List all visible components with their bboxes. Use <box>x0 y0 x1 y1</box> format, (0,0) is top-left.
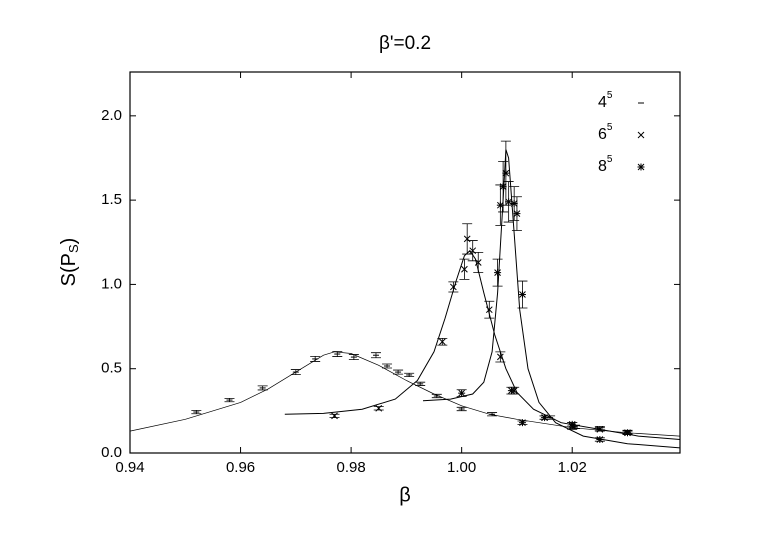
marker-part <box>496 353 504 361</box>
fit-curve <box>422 149 681 449</box>
marker <box>458 389 466 397</box>
x-tick-label: 1.00 <box>447 459 476 476</box>
marker <box>596 426 604 433</box>
legend-power: 5 <box>607 122 613 133</box>
x-tick-label: 0.96 <box>226 459 255 476</box>
marker <box>375 404 383 412</box>
marker <box>518 291 526 299</box>
marker <box>438 338 446 346</box>
marker-part <box>474 259 482 266</box>
y-label-part: ) <box>58 238 80 245</box>
chart-title: β'=0.2 <box>379 33 431 54</box>
marker <box>513 210 521 218</box>
marker-part <box>637 131 645 139</box>
marker-part <box>463 235 471 243</box>
marker-part <box>375 404 383 412</box>
marker <box>450 283 457 291</box>
marker <box>541 414 549 422</box>
x-tick-label: 0.94 <box>115 459 144 476</box>
marker <box>568 420 576 428</box>
legend-label: 45 <box>598 90 613 112</box>
marker-part <box>461 265 468 273</box>
y-tick-label: 2.0 <box>101 107 122 124</box>
y-label-sub: S <box>66 244 81 253</box>
x-tick-label: 0.98 <box>337 459 366 476</box>
marker-part <box>469 247 477 255</box>
marker <box>596 436 604 444</box>
y-tick-label: 1.0 <box>101 275 122 292</box>
marker <box>461 265 468 273</box>
marker <box>637 163 645 171</box>
marker-part <box>331 412 338 420</box>
legend-power: 5 <box>607 90 613 101</box>
plot-frame <box>129 71 681 454</box>
y-axis-label: S(PS) <box>58 238 81 287</box>
marker <box>507 387 515 395</box>
x-tick-label: 1.02 <box>558 459 587 476</box>
legend-power: 5 <box>607 154 613 165</box>
legend-name: 6 <box>598 126 607 143</box>
marker <box>499 183 507 191</box>
legend-name: 4 <box>598 94 607 111</box>
fit-curve <box>284 249 681 440</box>
legend-name: 8 <box>598 158 607 175</box>
marker-part <box>485 306 493 314</box>
marker <box>485 306 493 314</box>
y-tick-label: 1.5 <box>101 191 122 208</box>
marker-part <box>596 426 604 433</box>
legend-label: 85 <box>598 154 613 176</box>
marker <box>505 198 513 206</box>
y-tick-label: 0.5 <box>101 360 122 377</box>
y-label-part: S(P <box>58 253 80 286</box>
marker <box>623 429 631 437</box>
marker <box>494 269 502 277</box>
marker <box>637 131 645 139</box>
marker <box>331 412 338 420</box>
marker <box>474 259 482 266</box>
x-axis-label: β <box>399 484 411 506</box>
marker <box>502 169 510 177</box>
fit-curve <box>129 351 681 437</box>
legend-label: 65 <box>598 122 613 144</box>
y-tick-label: 0.0 <box>101 444 122 461</box>
marker <box>510 199 518 207</box>
marker-part <box>450 283 457 291</box>
marker <box>496 353 504 361</box>
marker <box>518 419 526 427</box>
marker-part <box>438 338 446 346</box>
